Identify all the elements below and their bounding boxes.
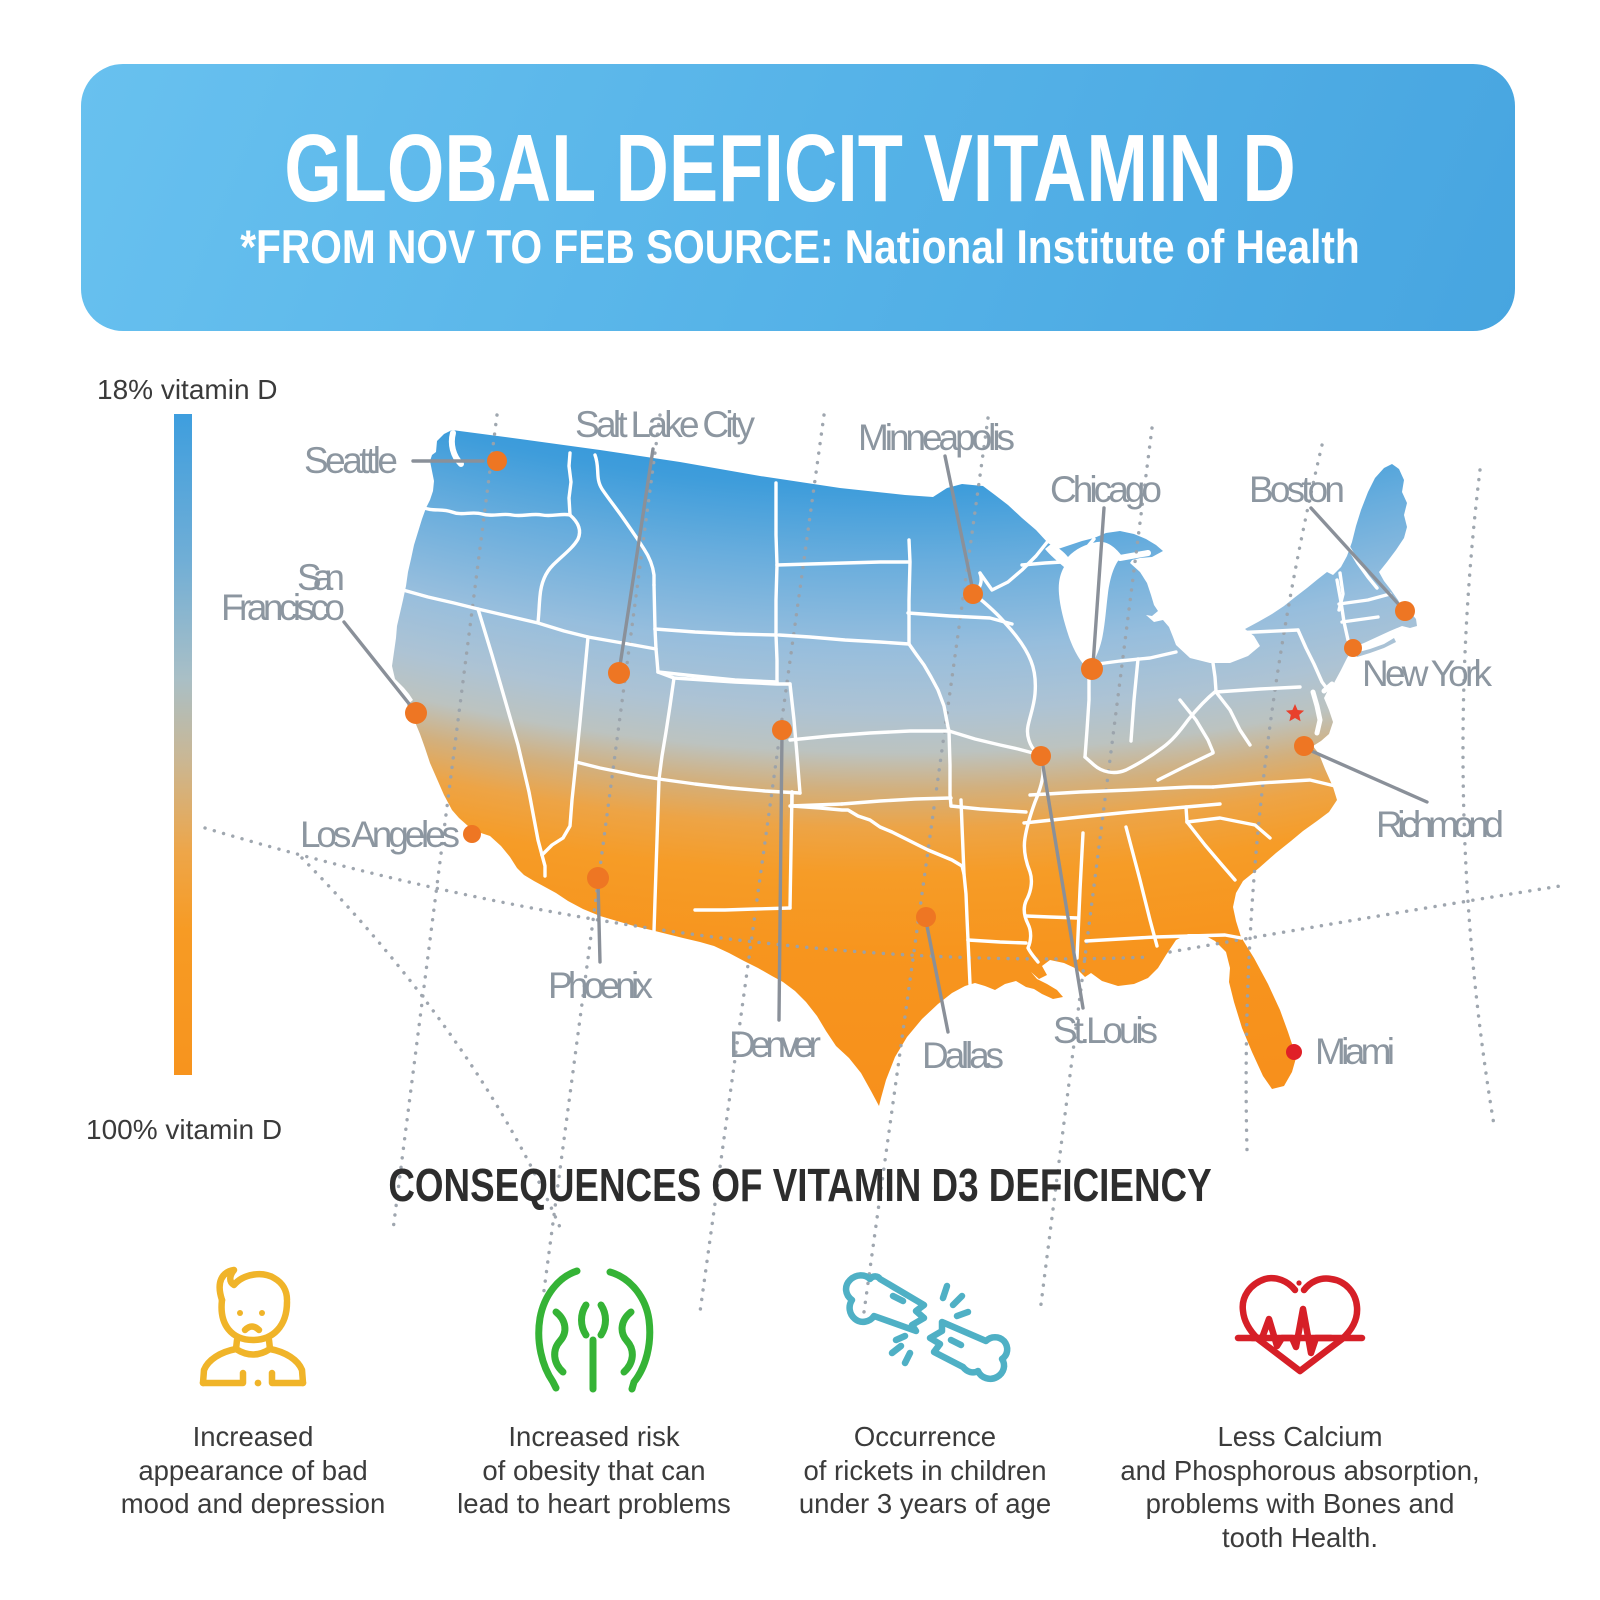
- svg-text:Dallas: Dallas: [922, 1035, 1004, 1076]
- svg-text:Seattle: Seattle: [304, 440, 398, 481]
- svg-text:St.Louis: St.Louis: [1053, 1010, 1158, 1051]
- svg-text:Los Angeles: Los Angeles: [300, 814, 460, 855]
- svg-text:Chicago: Chicago: [1050, 469, 1162, 510]
- svg-text:Francisco: Francisco: [221, 587, 345, 628]
- svg-text:Salt Lake City: Salt Lake City: [575, 404, 756, 445]
- svg-text:Denver: Denver: [729, 1024, 821, 1065]
- svg-text:New York: New York: [1362, 653, 1493, 694]
- svg-text:Minneapolis: Minneapolis: [858, 417, 1015, 458]
- svg-text:Richmond: Richmond: [1376, 804, 1504, 845]
- svg-text:Phoenix: Phoenix: [548, 965, 654, 1006]
- svg-text:Boston: Boston: [1249, 469, 1345, 510]
- svg-text:San: San: [297, 557, 345, 598]
- svg-text:Miami: Miami: [1315, 1031, 1395, 1072]
